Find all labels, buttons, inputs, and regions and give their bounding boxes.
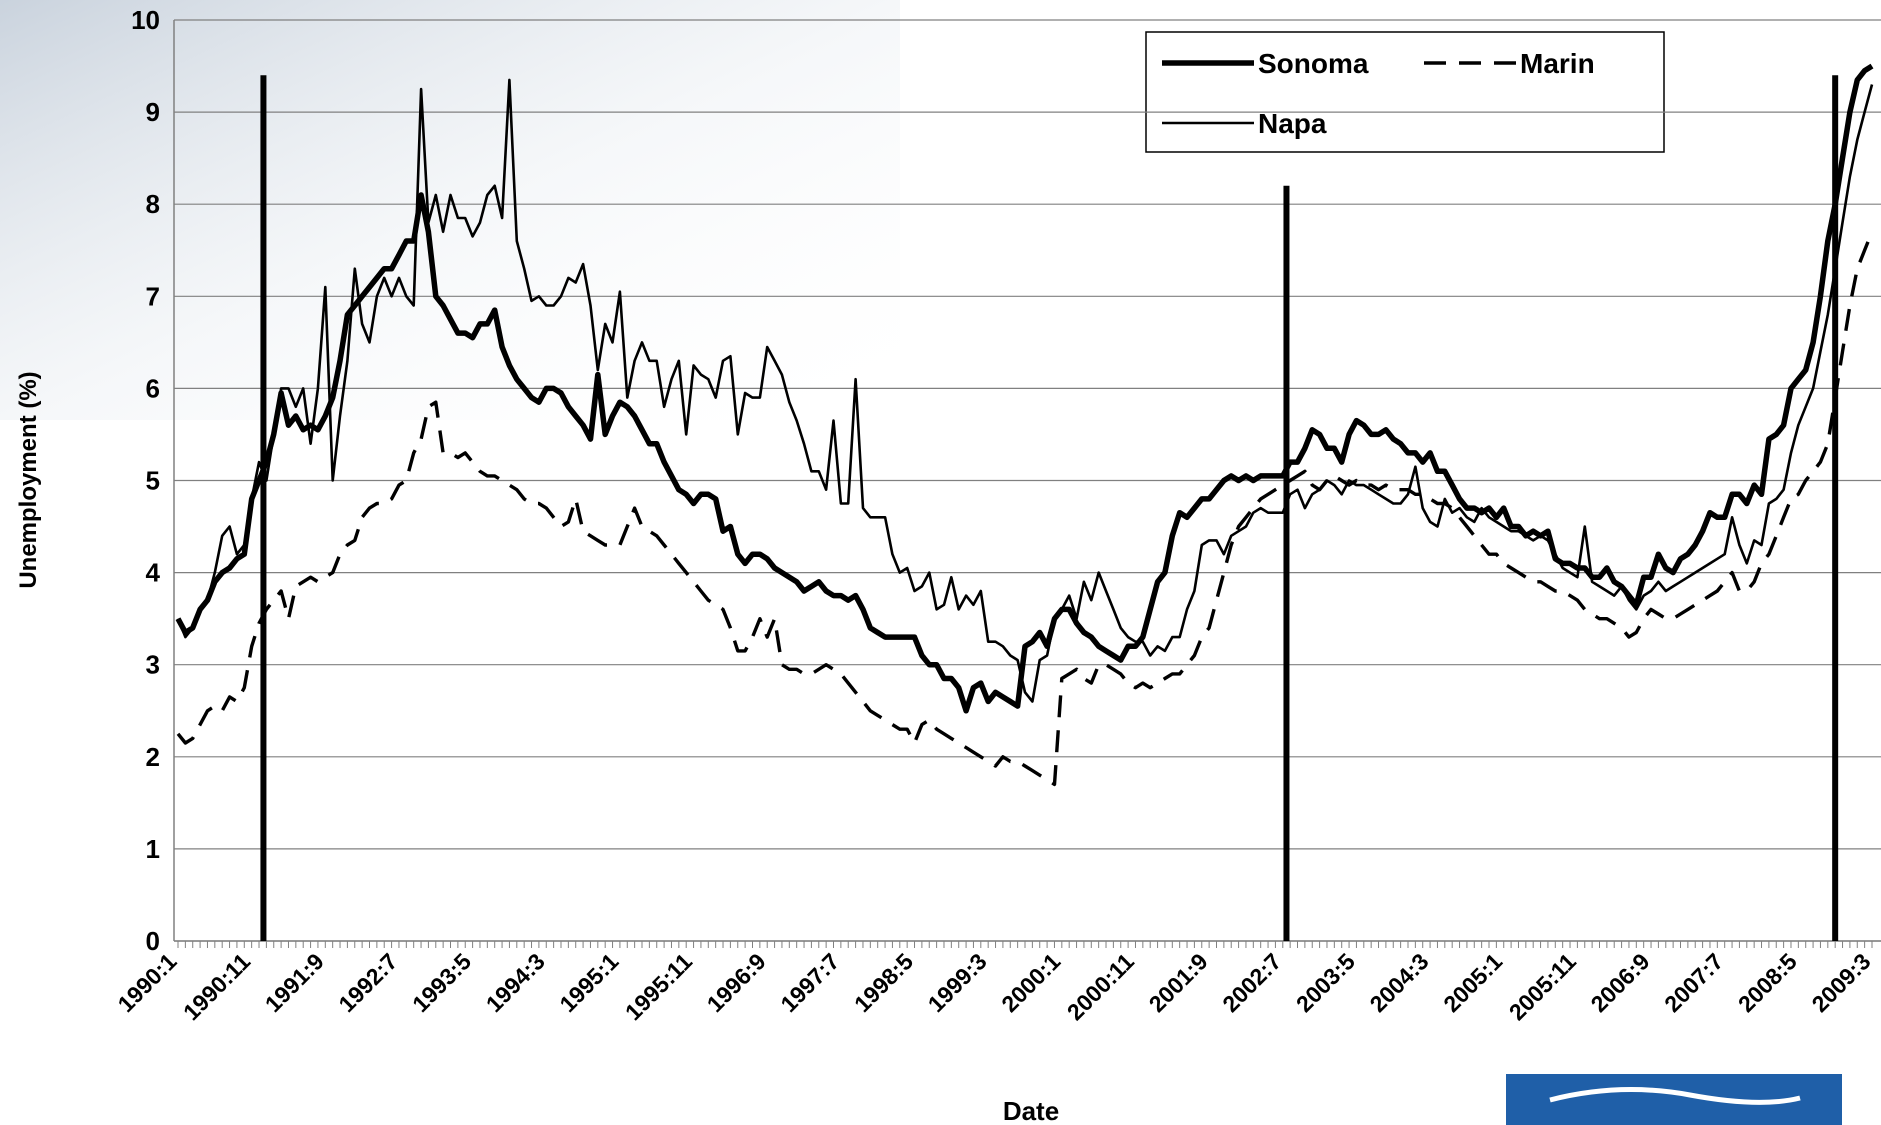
y-tick-label: 4 <box>146 558 161 588</box>
x-tick-label: 1993:5 <box>407 948 476 1017</box>
x-tick-label: 2009:3 <box>1807 948 1876 1017</box>
x-tick-label: 1995:1 <box>554 948 623 1017</box>
y-tick-label: 2 <box>146 742 160 772</box>
x-tick-label: 2007:7 <box>1659 948 1728 1017</box>
x-tick-label: 2008:5 <box>1733 948 1802 1017</box>
x-tick-label: 1991:9 <box>260 948 329 1017</box>
x-tick-label: 1999:3 <box>923 948 992 1017</box>
x-tick-label: 1994:3 <box>481 948 550 1017</box>
legend: Sonoma Marin Napa <box>1145 31 1665 153</box>
x-axis-title: Date <box>1003 1096 1059 1125</box>
logo-wave <box>1549 1087 1801 1105</box>
y-tick-label: 10 <box>131 5 160 35</box>
x-tick-label: 2006:9 <box>1586 948 1655 1017</box>
x-tick-label: 1992:7 <box>333 948 402 1017</box>
y-tick-label: 7 <box>146 281 160 311</box>
x-tick-label: 2000:11 <box>1062 948 1139 1025</box>
legend-box <box>1145 31 1665 153</box>
y-tick-label: 9 <box>146 97 160 127</box>
y-tick-label: 5 <box>146 466 160 496</box>
x-tick-label: 2000:1 <box>996 948 1065 1017</box>
x-tick-label: 2005:1 <box>1438 948 1507 1017</box>
x-tick-label: 1990:11 <box>178 948 255 1025</box>
x-tick-label: 2003:5 <box>1291 948 1360 1017</box>
y-axis-title: Unemployment (%) <box>15 371 42 588</box>
x-tick-label: 1996:9 <box>702 948 771 1017</box>
series-line <box>176 231 1874 787</box>
x-tick-label: 2004:3 <box>1365 948 1434 1017</box>
x-tick-label: 2005:11 <box>1504 948 1581 1025</box>
y-tick-label: 3 <box>146 650 160 680</box>
legend-label: Marin <box>1520 48 1595 79</box>
y-tick-label: 8 <box>146 189 160 219</box>
legend-label: Napa <box>1258 108 1327 139</box>
x-tick-label: 2001:9 <box>1144 948 1213 1017</box>
x-tick-label: 1995:11 <box>620 948 697 1025</box>
series-line <box>175 63 1874 714</box>
legend-label: Sonoma <box>1258 48 1369 79</box>
y-tick-label: 6 <box>146 373 160 403</box>
x-tick-label: 2002:7 <box>1217 948 1286 1017</box>
x-tick-label: 1997:7 <box>775 948 844 1017</box>
background-photo <box>0 0 900 420</box>
y-tick-label: 1 <box>146 834 160 864</box>
y-tick-label: 0 <box>146 926 160 956</box>
x-tick-label: 1998:5 <box>849 948 918 1017</box>
series-line <box>176 78 1874 703</box>
x-tick-label: 1990:1 <box>113 948 182 1017</box>
